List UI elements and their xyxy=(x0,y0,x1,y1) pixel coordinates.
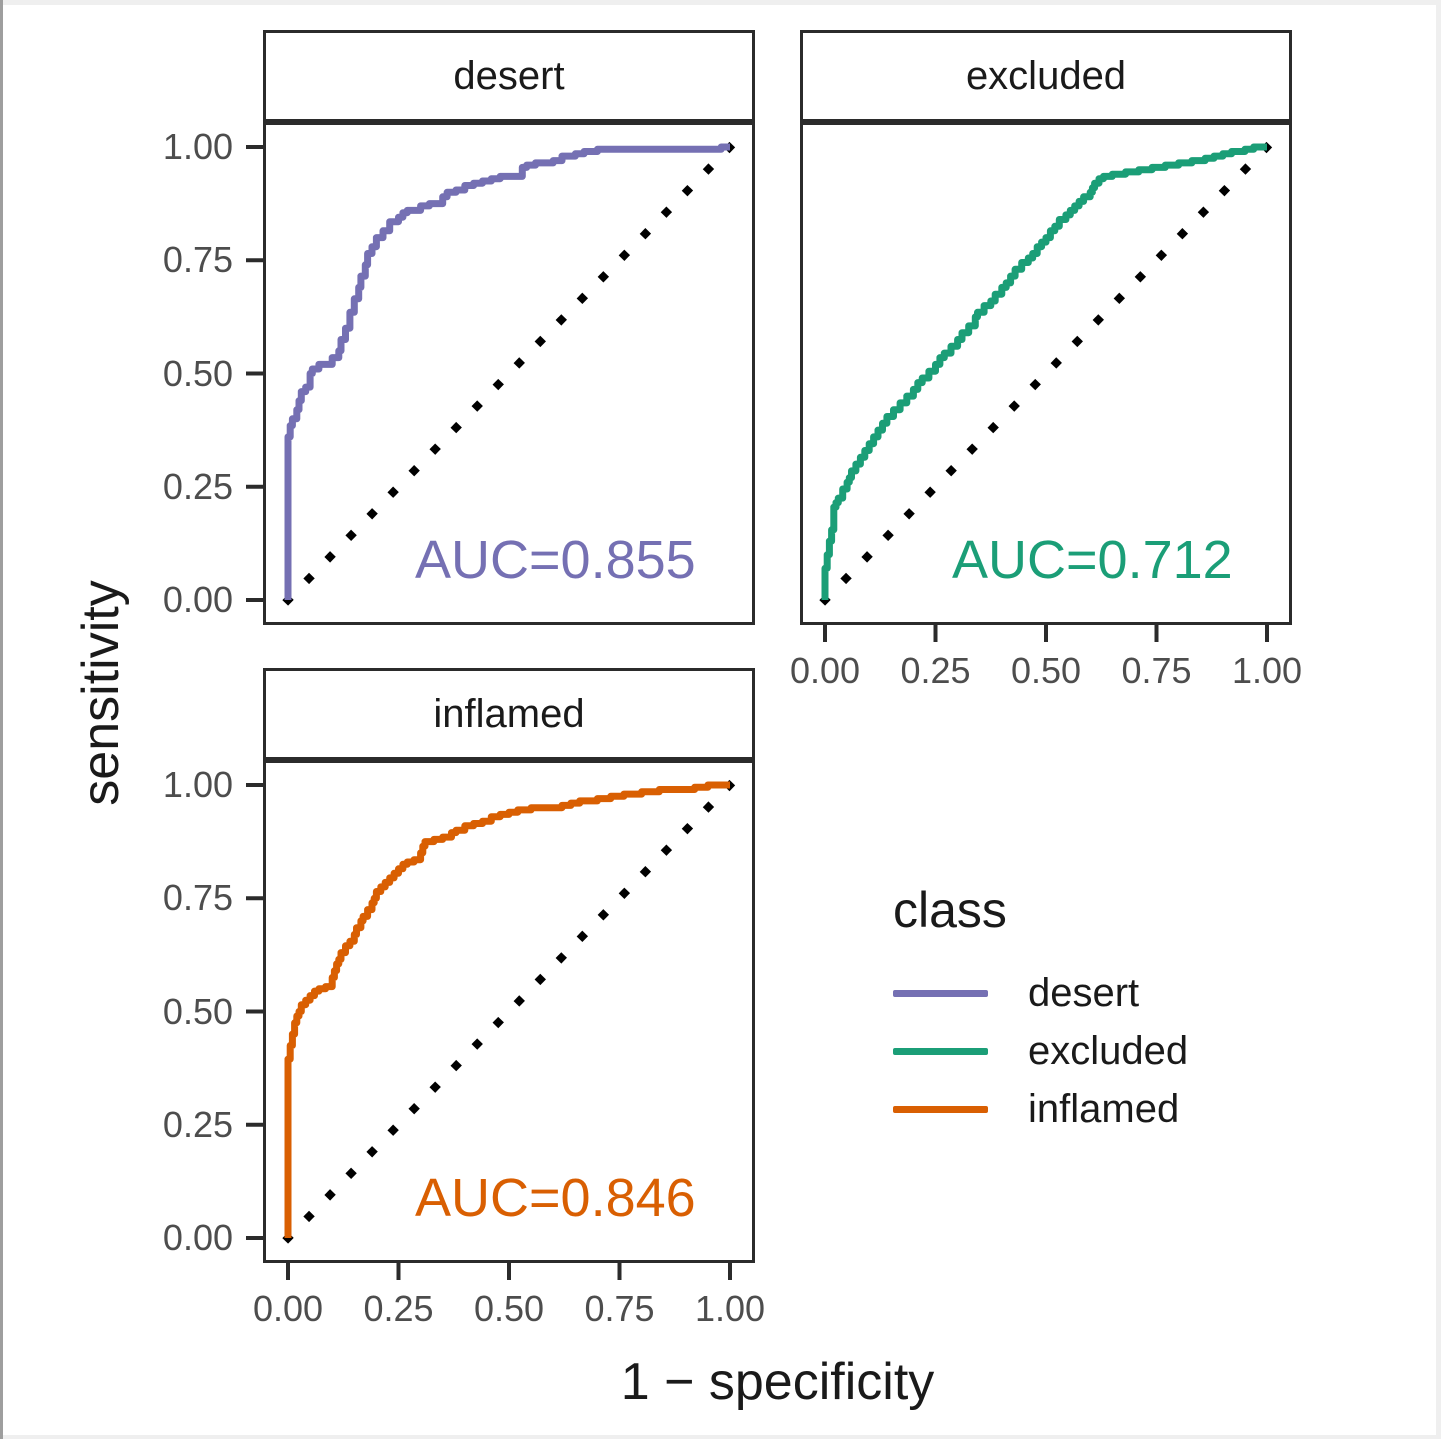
facet-strip-inflamed: inflamed xyxy=(263,668,755,760)
x-tick-label: 1.00 xyxy=(694,1288,766,1329)
legend-item-label: desert xyxy=(1028,970,1140,1015)
panel-desert xyxy=(246,122,755,625)
x-tick-label: 1.00 xyxy=(1231,650,1303,691)
x-tick-label: 0.25 xyxy=(900,650,971,691)
panel-excluded xyxy=(800,122,1292,642)
y-tick-label: 0.25 xyxy=(162,1103,233,1145)
legend-items: desert excluded inflamed xyxy=(893,964,1188,1138)
auc-label-desert: AUC=0.855 xyxy=(415,530,696,590)
x-tick-label: 0.75 xyxy=(1121,650,1192,691)
y-axis-title: sensitivity xyxy=(72,580,130,806)
x-tick-label: 0.00 xyxy=(252,1288,324,1329)
legend: class desert excluded inflamed xyxy=(893,884,1188,1138)
facet-strip-label: excluded xyxy=(965,53,1127,98)
roc-curve-desert xyxy=(284,143,730,600)
window-frame-left xyxy=(0,0,3,1439)
legend-swatch-desert xyxy=(893,989,988,997)
y-tick-label: 1.00 xyxy=(162,764,233,805)
facet-excluded: excluded AUC=0.712 xyxy=(800,30,1292,642)
y-tick-label: 0.50 xyxy=(162,352,233,394)
legend-item-desert: desert xyxy=(893,964,1188,1022)
y-tick-label: 1.00 xyxy=(162,126,233,167)
y-tick-label: 0.75 xyxy=(162,239,233,281)
window-frame-bottom xyxy=(0,1435,1441,1439)
x-tick-label: 0.00 xyxy=(789,650,861,691)
x-tick-label: 0.50 xyxy=(473,1288,545,1329)
y-tick-label: 0.50 xyxy=(162,990,233,1032)
facet-desert: desert AUC=0.855 xyxy=(246,30,755,625)
auc-label-excluded: AUC=0.712 xyxy=(952,530,1233,590)
facet-strip-excluded: excluded xyxy=(800,30,1292,122)
facet-strip-desert: desert xyxy=(263,30,755,122)
panel-border xyxy=(800,122,1292,625)
auc-label-inflamed: AUC=0.846 xyxy=(415,1168,696,1228)
legend-swatch-inflamed xyxy=(893,1105,988,1113)
y-tick-label: 0.00 xyxy=(162,1217,233,1258)
y-tick-label: 0.25 xyxy=(162,465,233,507)
x-tick-label: 0.75 xyxy=(584,1288,655,1329)
facet-strip-label: inflamed xyxy=(433,691,585,736)
panel-inflamed xyxy=(246,760,755,1280)
window-frame-right xyxy=(1436,0,1441,1439)
x-tick-label: 0.25 xyxy=(363,1288,434,1329)
legend-title: class xyxy=(893,882,1007,938)
x-axis-title: 1 − specificity xyxy=(620,1353,935,1411)
facet-strip-label: desert xyxy=(453,53,565,98)
legend-item-label: inflamed xyxy=(1028,1086,1180,1131)
window-frame-top xyxy=(0,0,1441,5)
y-tick-label: 0.75 xyxy=(162,877,233,919)
legend-item-label: excluded xyxy=(1028,1028,1189,1073)
panel-border xyxy=(263,760,755,1263)
legend-item-excluded: excluded xyxy=(893,1022,1188,1080)
y-tick-label: 0.00 xyxy=(162,579,233,620)
facet-inflamed: inflamed AUC=0.846 xyxy=(246,668,755,1280)
legend-swatch-excluded xyxy=(893,1047,988,1055)
roc-curve-inflamed xyxy=(284,781,730,1238)
x-tick-label: 0.50 xyxy=(1010,650,1082,691)
legend-item-inflamed: inflamed xyxy=(893,1080,1188,1138)
roc-curve-excluded xyxy=(821,143,1267,600)
panel-border xyxy=(263,122,755,625)
